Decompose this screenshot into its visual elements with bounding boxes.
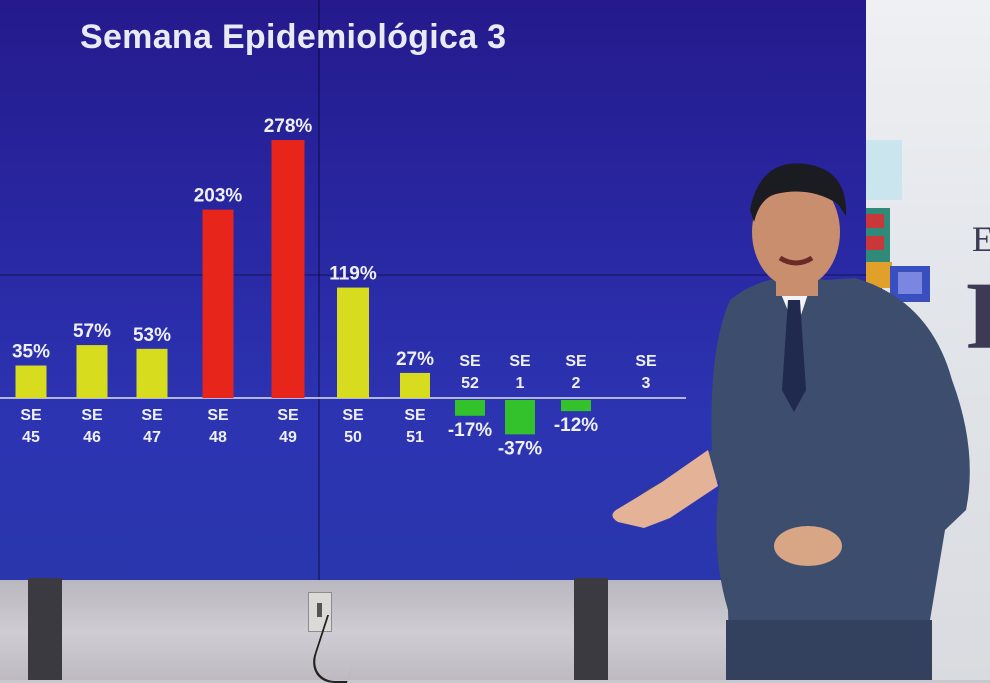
value-label: 53% bbox=[133, 325, 171, 346]
value-label: 57% bbox=[73, 321, 111, 342]
bar-chart: 35% 57% 53% 203% 278% 119% 27% -17% -37% -12% SE 4… bbox=[0, 116, 686, 459]
value-label: 203% bbox=[194, 186, 243, 207]
screen-stand-right bbox=[574, 578, 608, 680]
value-label: -37% bbox=[498, 438, 542, 459]
tick-label: 46 bbox=[83, 429, 101, 446]
tick-label: SE bbox=[277, 407, 299, 424]
bar-se-46 bbox=[76, 345, 108, 398]
tick-label-group: SE 45 SE 46 SE 47 SE 48 SE 49 SE 50 SE 51 SE 52 SE 1 SE 2 SE… bbox=[20, 353, 657, 446]
screen-seam-horizontal bbox=[0, 274, 866, 276]
tick-label: 52 bbox=[461, 375, 479, 392]
bar-se-1 bbox=[505, 400, 535, 435]
tick-label: 2 bbox=[572, 375, 581, 392]
tick-label: SE bbox=[459, 353, 481, 370]
bar-se-47 bbox=[136, 348, 168, 398]
tick-label: 51 bbox=[406, 429, 424, 446]
screen-seam-vertical bbox=[318, 0, 320, 580]
value-label: 27% bbox=[396, 349, 434, 370]
presenter bbox=[612, 163, 970, 680]
value-label: -12% bbox=[554, 415, 598, 436]
bar-se-48 bbox=[202, 209, 234, 398]
tick-label: SE bbox=[207, 407, 229, 424]
tick-label: 47 bbox=[143, 429, 161, 446]
tick-label: 3 bbox=[642, 375, 651, 392]
backdrop-letter-1: E bbox=[972, 219, 990, 259]
tick-label: SE bbox=[509, 353, 531, 370]
tick-label: 45 bbox=[22, 429, 40, 446]
tick-label: SE bbox=[404, 407, 426, 424]
bar-se-50 bbox=[337, 287, 369, 398]
value-label: 278% bbox=[264, 116, 313, 137]
value-label-group: 35% 57% 53% 203% 278% 119% 27% -17% -37% -12% bbox=[12, 116, 598, 459]
bar-se-49 bbox=[271, 140, 305, 399]
bar-se-52 bbox=[455, 400, 485, 416]
screen-stand-left bbox=[28, 578, 62, 680]
value-label: 35% bbox=[12, 342, 50, 363]
tick-label: 48 bbox=[209, 429, 227, 446]
tick-label: 50 bbox=[344, 429, 362, 446]
bar-se-2 bbox=[561, 400, 591, 412]
tick-label: SE bbox=[635, 353, 657, 370]
tick-label: 1 bbox=[516, 375, 525, 392]
tick-label: SE bbox=[20, 407, 42, 424]
value-label: -17% bbox=[448, 420, 492, 441]
tick-label: SE bbox=[342, 407, 364, 424]
chart-title: Semana Epidemiológica 3 bbox=[80, 18, 507, 56]
tick-label: 49 bbox=[279, 429, 297, 446]
tick-label: SE bbox=[141, 407, 163, 424]
backdrop-letter-2: F bbox=[966, 260, 990, 371]
bar-group bbox=[15, 140, 591, 435]
tick-label: SE bbox=[565, 353, 587, 370]
bar-se-45 bbox=[15, 365, 47, 398]
wall-outlet bbox=[308, 592, 332, 632]
tick-label: SE bbox=[81, 407, 103, 424]
value-label: 119% bbox=[329, 264, 377, 285]
bar-se-51 bbox=[400, 372, 430, 398]
